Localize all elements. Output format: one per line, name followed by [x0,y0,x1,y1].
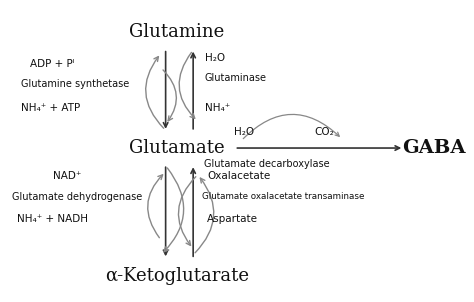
Text: NH₄⁺ + NADH: NH₄⁺ + NADH [17,214,88,224]
Text: H₂O: H₂O [205,53,225,63]
Text: Oxalacetate: Oxalacetate [207,171,270,181]
Text: Glutamate oxalacetate transaminase: Glutamate oxalacetate transaminase [202,192,365,201]
Text: GABA: GABA [402,139,466,157]
Text: Aspartate: Aspartate [207,214,258,224]
Text: Glutamine synthetase: Glutamine synthetase [21,79,129,89]
Text: CO₂: CO₂ [315,127,335,137]
Text: Glutamate: Glutamate [129,139,225,157]
Text: NAD⁺: NAD⁺ [53,171,82,181]
Text: ADP + Pᴵ: ADP + Pᴵ [30,59,75,69]
Text: Glutamate decarboxylase: Glutamate decarboxylase [204,159,329,169]
Text: H₂O: H₂O [235,127,255,137]
Text: Glutaminase: Glutaminase [205,73,266,83]
Text: Glutamine: Glutamine [129,24,225,41]
Text: Glutamate dehydrogenase: Glutamate dehydrogenase [12,192,142,202]
Text: NH₄⁺ + ATP: NH₄⁺ + ATP [21,103,81,113]
Text: α-Ketoglutarate: α-Ketoglutarate [105,266,249,284]
Text: NH₄⁺: NH₄⁺ [205,103,230,113]
